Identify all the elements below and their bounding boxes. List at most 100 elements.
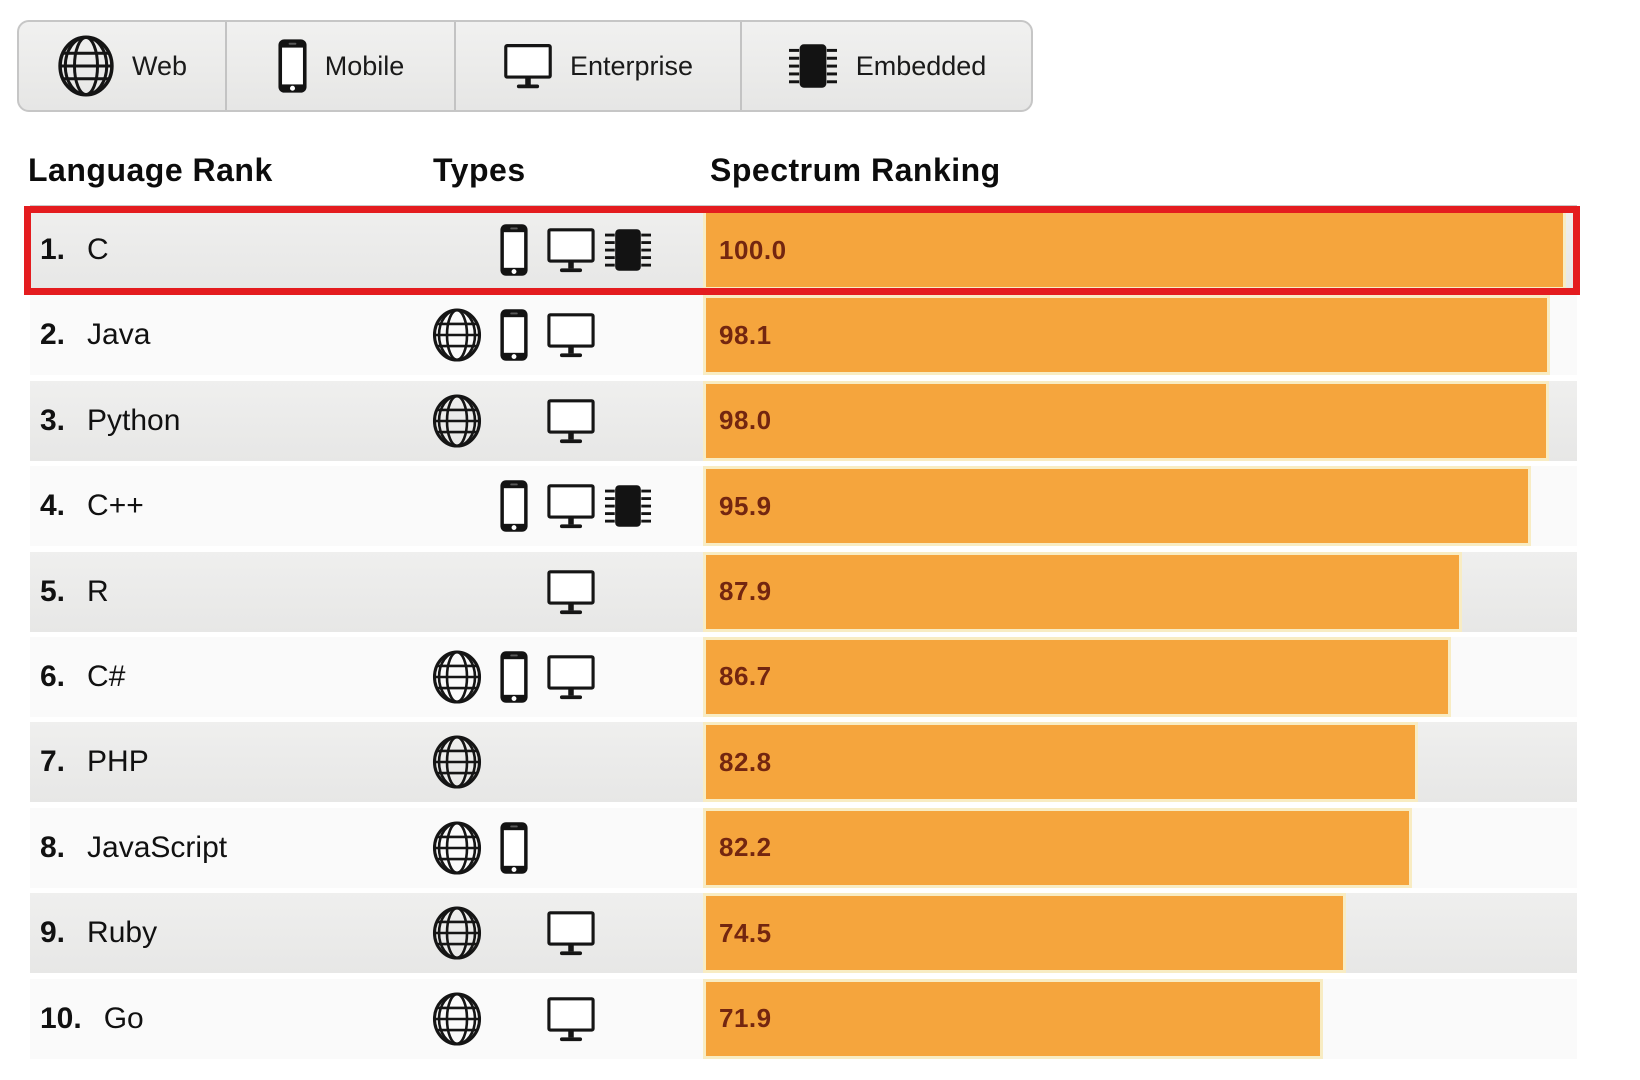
score-value: 98.1 bbox=[719, 319, 772, 350]
rank-label: 7. bbox=[40, 745, 66, 779]
type-slot-mobile bbox=[485, 466, 542, 546]
monitor-icon bbox=[546, 910, 596, 956]
filter-button-label: Embedded bbox=[855, 50, 987, 81]
rank-label: 8. bbox=[40, 830, 66, 864]
table-header-row: Language Rank Types Spectrum Ranking bbox=[0, 148, 1640, 196]
globe-icon bbox=[432, 308, 482, 362]
rank-label: 5. bbox=[40, 574, 66, 608]
filter-button-web[interactable]: Web bbox=[19, 22, 225, 110]
score-bar-track: 98.1 bbox=[703, 295, 1566, 376]
table-row[interactable]: 8. JavaScript 82.2 bbox=[30, 807, 1577, 888]
language-name: JavaScript bbox=[87, 830, 228, 864]
rank-label: 4. bbox=[40, 489, 66, 523]
score-value: 95.9 bbox=[719, 490, 772, 521]
type-slot-embedded bbox=[599, 295, 656, 375]
score-bar: 86.7 bbox=[703, 636, 1452, 717]
filter-button-label: Web bbox=[131, 50, 188, 81]
filter-button-label: Enterprise bbox=[569, 50, 694, 81]
score-bar: 98.0 bbox=[703, 380, 1549, 461]
monitor-icon bbox=[546, 654, 596, 700]
type-slot-web bbox=[428, 722, 485, 802]
monitor-icon bbox=[503, 42, 553, 90]
type-icons bbox=[428, 808, 656, 888]
score-bar-track: 87.9 bbox=[703, 551, 1566, 632]
globe-icon bbox=[432, 906, 482, 960]
score-bar-track: 100.0 bbox=[703, 210, 1566, 290]
smartphone-icon bbox=[499, 307, 529, 363]
type-filter-bar: Web Mobile Enterprise Embedded bbox=[17, 20, 1033, 112]
table-row[interactable]: 6. C# 86.7 bbox=[30, 636, 1577, 717]
column-header-types: Types bbox=[433, 152, 526, 188]
score-bar: 98.1 bbox=[703, 295, 1550, 376]
monitor-icon bbox=[546, 483, 596, 529]
filter-button-mobile[interactable]: Mobile bbox=[225, 22, 454, 110]
type-icons bbox=[428, 722, 656, 802]
globe-icon bbox=[432, 394, 482, 448]
type-slot-enterprise bbox=[542, 466, 599, 546]
monitor-icon bbox=[546, 996, 596, 1042]
type-icons bbox=[428, 979, 656, 1059]
language-name: C bbox=[87, 233, 109, 266]
score-value: 82.2 bbox=[719, 832, 772, 863]
rank-label: 2. bbox=[40, 318, 66, 352]
monitor-icon bbox=[546, 569, 596, 615]
table-row[interactable]: 3. Python 98.0 bbox=[30, 380, 1577, 461]
type-slot-embedded bbox=[599, 808, 656, 888]
column-header-language-rank: Language Rank bbox=[28, 152, 273, 188]
score-bar: 82.8 bbox=[703, 722, 1418, 803]
language-name: R bbox=[87, 574, 109, 608]
type-icons bbox=[428, 381, 656, 461]
type-slot-mobile bbox=[485, 722, 542, 802]
language-name: C++ bbox=[87, 489, 144, 523]
type-slot-enterprise bbox=[542, 552, 599, 632]
table-row[interactable]: 2. Java 98.1 bbox=[30, 295, 1577, 376]
filter-button-enterprise[interactable]: Enterprise bbox=[454, 22, 740, 110]
language-name: Python bbox=[87, 403, 181, 437]
type-slot-embedded bbox=[599, 210, 656, 290]
score-bar: 71.9 bbox=[703, 978, 1324, 1059]
type-slot-mobile bbox=[485, 295, 542, 375]
score-bar: 87.9 bbox=[703, 551, 1462, 632]
globe-icon bbox=[432, 821, 482, 875]
chip-icon bbox=[602, 483, 654, 529]
type-slot-web bbox=[428, 381, 485, 461]
table-row[interactable]: 4. C++ 95.9 bbox=[30, 466, 1577, 547]
type-slot-embedded bbox=[599, 637, 656, 717]
score-value: 71.9 bbox=[719, 1003, 772, 1034]
score-bar-track: 86.7 bbox=[703, 636, 1566, 717]
globe-icon bbox=[432, 992, 482, 1046]
column-header-spectrum-ranking: Spectrum Ranking bbox=[710, 152, 1001, 188]
type-slot-mobile bbox=[485, 808, 542, 888]
type-icons bbox=[428, 552, 656, 632]
rank-label: 6. bbox=[40, 659, 66, 693]
language-name: Java bbox=[87, 318, 151, 352]
score-value: 98.0 bbox=[719, 405, 772, 436]
language-name: C# bbox=[87, 659, 126, 693]
type-slot-enterprise bbox=[542, 295, 599, 375]
table-row[interactable]: 7. PHP 82.8 bbox=[30, 722, 1577, 803]
type-slot-web bbox=[428, 466, 485, 546]
table-top-divider bbox=[30, 205, 1577, 207]
table-row[interactable]: 9. Ruby 74.5 bbox=[30, 893, 1577, 974]
score-bar: 95.9 bbox=[703, 466, 1531, 547]
score-bar-track: 95.9 bbox=[703, 466, 1566, 547]
type-slot-web bbox=[428, 979, 485, 1059]
score-value: 87.9 bbox=[719, 576, 772, 607]
type-slot-enterprise bbox=[542, 637, 599, 717]
table-row[interactable]: 1. C 100.0 bbox=[30, 210, 1577, 290]
type-slot-enterprise bbox=[542, 381, 599, 461]
type-slot-enterprise bbox=[542, 210, 599, 290]
type-slot-enterprise bbox=[542, 722, 599, 802]
table-row[interactable]: 5. R 87.9 bbox=[30, 551, 1577, 632]
table-row[interactable]: 10. Go 71.9 bbox=[30, 978, 1577, 1059]
type-slot-web bbox=[428, 295, 485, 375]
ranking-table: 1. C 100.0 2. Java bbox=[30, 210, 1577, 1064]
filter-button-embedded[interactable]: Embedded bbox=[740, 22, 1031, 110]
type-slot-web bbox=[428, 893, 485, 973]
type-slot-embedded bbox=[599, 979, 656, 1059]
score-bar-track: 98.0 bbox=[703, 380, 1566, 461]
score-value: 82.8 bbox=[719, 746, 772, 777]
type-slot-enterprise bbox=[542, 979, 599, 1059]
monitor-icon bbox=[546, 312, 596, 358]
rank-label: 3. bbox=[40, 403, 66, 437]
